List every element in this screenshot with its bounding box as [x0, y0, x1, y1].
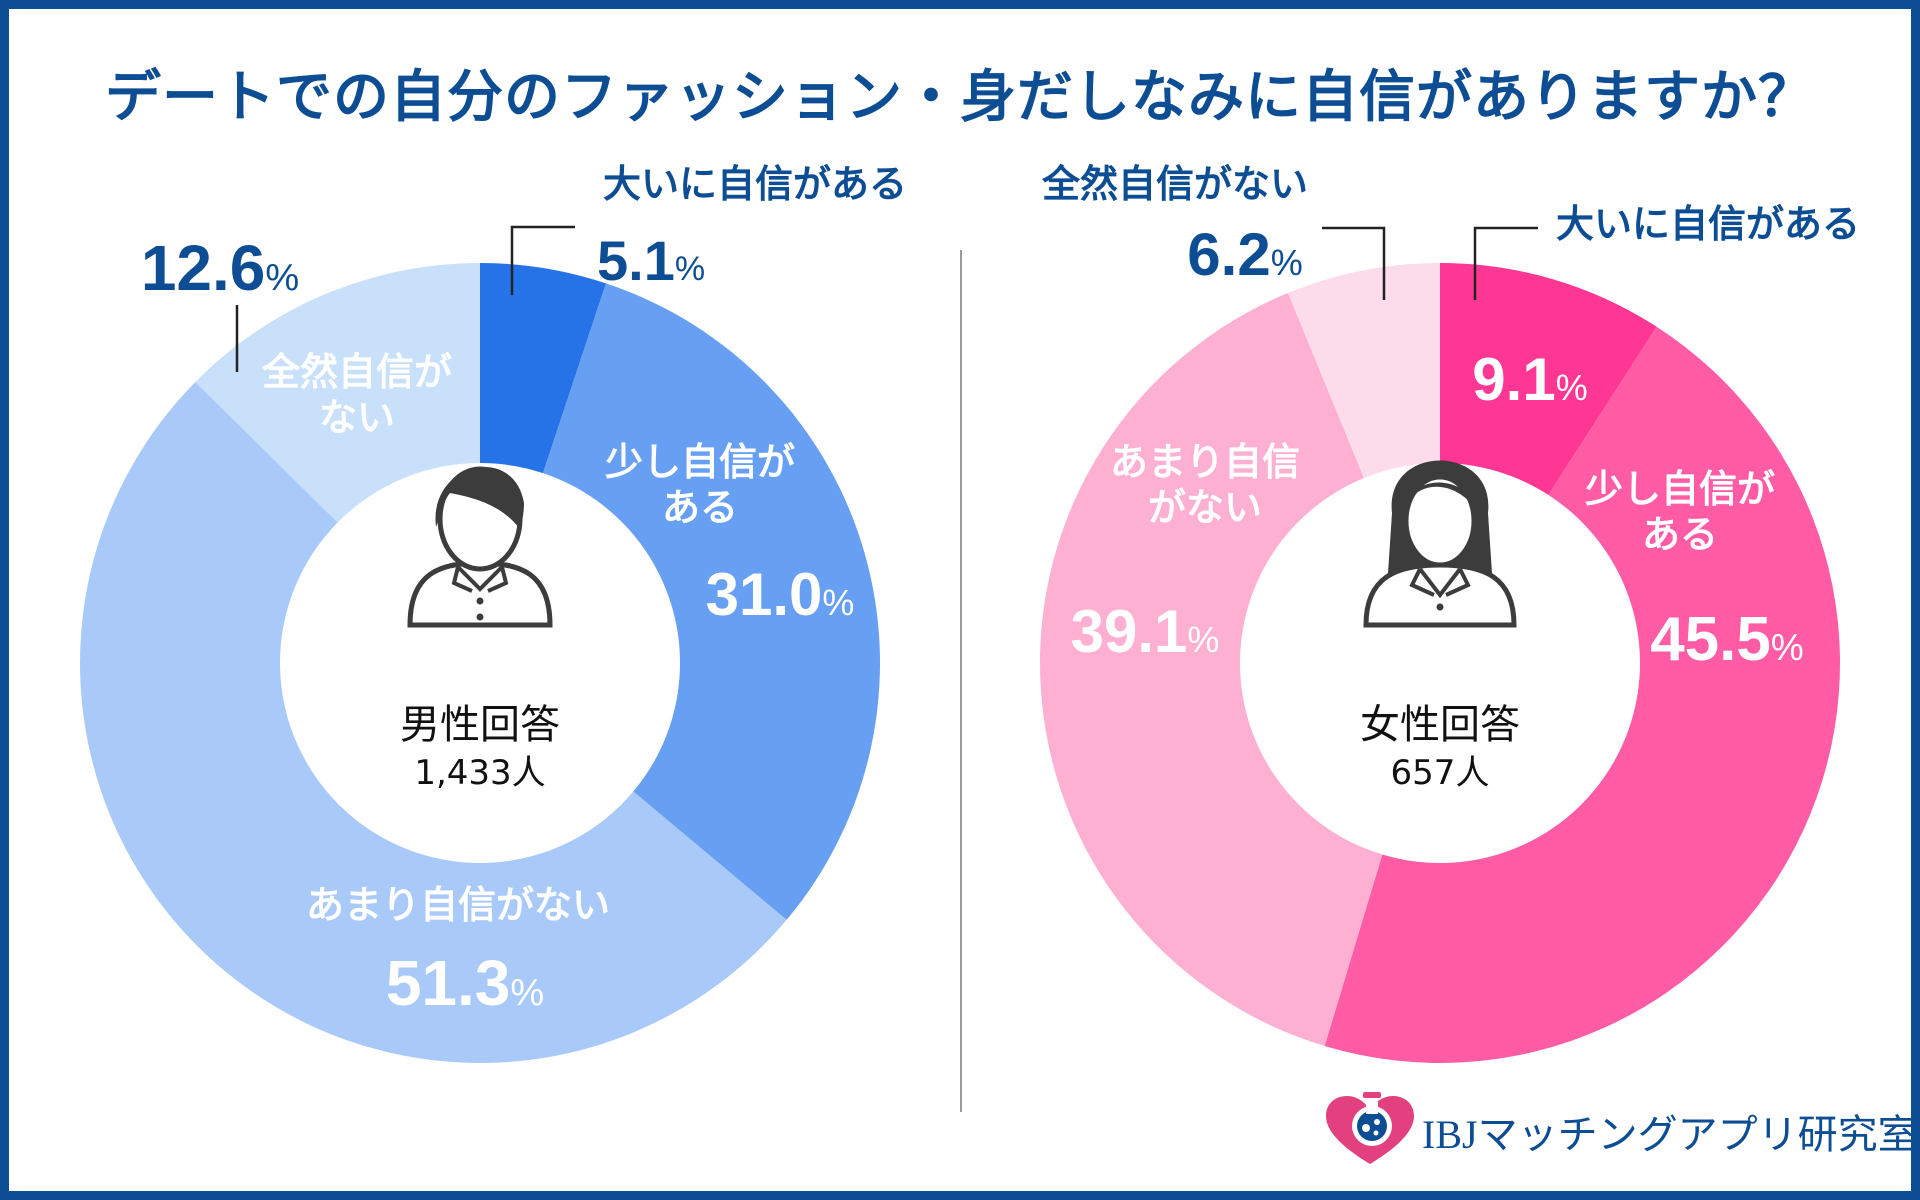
women-slice-3-value: 6.2%: [1187, 221, 1302, 288]
men-center-label: 男性回答: [400, 702, 560, 748]
women-slice-2-value: 39.1%: [1071, 598, 1220, 665]
men-slice-2: [80, 381, 787, 1063]
women-slice-1: [1324, 326, 1840, 1063]
brand-name: IBJマッチングアプリ研究室: [1422, 1112, 1918, 1157]
male-person-icon: [407, 466, 553, 628]
men-slice-2-label: あまり自信がない: [306, 883, 610, 927]
men-slice-3: [195, 263, 480, 523]
women-slice-2-label: あまり自信がない: [1110, 440, 1300, 530]
women-slice-1-label: 少し自信がある: [1585, 467, 1775, 557]
men-slice-1-value: 31.0%: [706, 561, 855, 628]
divider-line: [960, 250, 962, 1112]
women-slice-0: [1440, 263, 1657, 495]
men-slice-0: [480, 263, 606, 474]
women-slice-3: [1287, 263, 1440, 479]
women-slice-0-value: 9.1%: [1472, 346, 1587, 413]
men-slice-3-value: 12.6%: [141, 232, 299, 304]
women-slice-1-value: 45.5%: [1650, 605, 1804, 674]
women-count-label: 657人: [1391, 753, 1490, 793]
women-slice-0-leader: [1473, 226, 1538, 300]
women-slice-2: [1040, 293, 1383, 1047]
men-count-label: 1,433人: [414, 753, 545, 793]
men-slice-0-label: 大いに自信がある: [603, 162, 907, 206]
women-slice-3-leader: [1322, 226, 1386, 300]
men-slice-0-value: 5.1%: [597, 229, 705, 292]
flask-heart-icon: [1326, 1092, 1414, 1164]
men-slice-1-label: 少し自信がある: [605, 440, 795, 530]
women-center-label: 女性回答: [1360, 702, 1520, 748]
female-person-icon: [1363, 460, 1517, 628]
brand-logo: IBJマッチングアプリ研究室: [1320, 1088, 1918, 1168]
men-slice-2-value: 51.3%: [386, 947, 544, 1019]
men-slice-3-label: 全然自信がない: [261, 350, 452, 440]
men-slice-1: [542, 283, 881, 920]
chart-title: デートでの自分のファッション・身だしなみに自信がありますか？: [105, 65, 1815, 130]
men-slice-0-leader: [510, 225, 575, 295]
women-slice-0-label: 大いに自信がある: [1556, 202, 1860, 246]
women-slice-3-label: 全然自信がない: [1041, 162, 1308, 206]
